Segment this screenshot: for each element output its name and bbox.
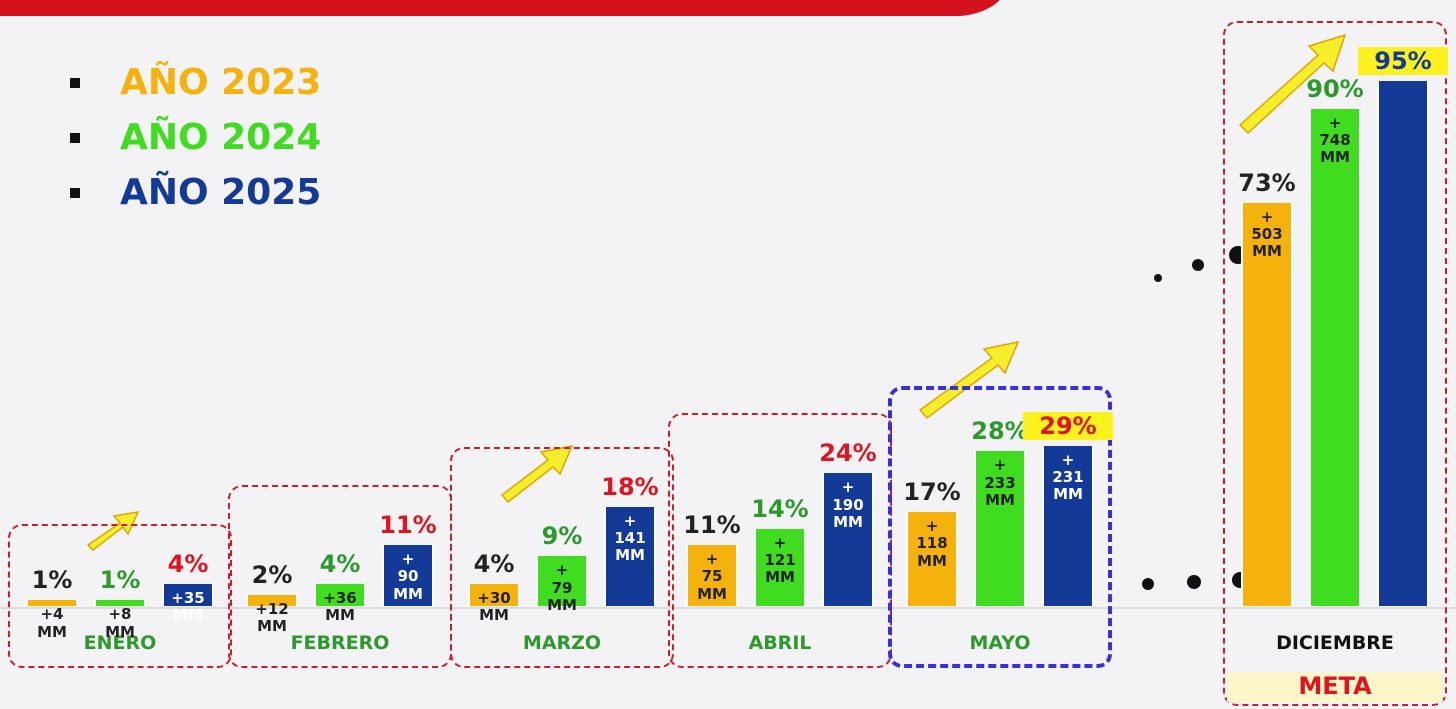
data-label: 4% (473, 549, 515, 578)
amount-label: +30 MM (477, 588, 511, 625)
data-label: 17% (903, 478, 961, 507)
amount-label: + 79 MM (547, 561, 577, 614)
amount-label: + 503 MM (1251, 207, 1283, 261)
data-label: 73% (1238, 168, 1296, 197)
amount-label: + 90 MM (393, 550, 423, 603)
data-label: 9% (541, 522, 583, 551)
bar (28, 600, 76, 606)
group-box (450, 446, 674, 668)
data-label: 4% (167, 549, 209, 578)
data-label: 28% (971, 417, 1029, 446)
amount-label: + 190 MM (832, 478, 864, 531)
bar (248, 594, 296, 606)
data-label: 2% (251, 560, 293, 589)
x-tick-label: ENERO (83, 632, 157, 654)
bar (538, 556, 586, 606)
bar (470, 583, 518, 606)
bar (824, 473, 872, 606)
bar (606, 506, 654, 606)
x-tick-label: MARZO (522, 632, 602, 654)
data-label: 1% (31, 566, 73, 595)
bar (908, 512, 956, 606)
amount-label: + 75 MM (697, 550, 727, 603)
amount-label: +8 MM (105, 605, 135, 641)
data-label: 4% (319, 549, 361, 578)
data-label: 11% (379, 511, 437, 540)
data-label: 11% (683, 511, 741, 540)
data-label: 24% (819, 439, 877, 468)
annotation: META (1227, 672, 1443, 702)
amount-label: + 118 MM (916, 517, 948, 570)
group-box (888, 385, 1112, 668)
legend-item: AÑO 2025 (70, 172, 321, 213)
amount-label: +35 MM (171, 588, 205, 625)
bar (316, 583, 364, 606)
legend-label: AÑO 2025 (120, 172, 322, 213)
legend-marker (70, 77, 80, 88)
amount-label: + 233 MM (984, 456, 1016, 509)
bar (1311, 108, 1359, 606)
data-label: 18% (601, 472, 659, 501)
bar (756, 528, 804, 606)
data-label: 95% (1358, 47, 1448, 75)
legend-marker (70, 187, 80, 198)
legend-label: AÑO 2023 (120, 62, 322, 103)
x-tick-label: MAYO (969, 632, 1031, 654)
group-box (1223, 21, 1447, 706)
data-label: 29% (1023, 411, 1113, 440)
bar (1044, 445, 1092, 606)
data-label: 14% (751, 494, 809, 523)
group-box (8, 523, 232, 668)
bar (164, 583, 212, 606)
bar (1379, 81, 1427, 606)
x-tick-label: DICIEMBRE (1276, 632, 1394, 654)
amount-label: + 231 MM (1052, 450, 1084, 504)
bar (1243, 202, 1291, 606)
legend-label: AÑO 2024 (120, 117, 322, 158)
bar (688, 545, 736, 606)
legend-marker (70, 132, 80, 143)
arrows (86, 33, 1347, 551)
bar (96, 600, 144, 606)
bar (976, 451, 1024, 606)
amount-label: +4 MM (37, 605, 67, 641)
amount-label: + 141 MM (614, 511, 646, 565)
amount-label: +12 MM (255, 599, 289, 636)
bar (384, 545, 432, 606)
amount-label: + 121 MM (764, 533, 796, 587)
header-band (0, 0, 1000, 16)
data-label: 1% (99, 566, 141, 595)
x-tick-label: ABRIL (748, 632, 812, 654)
x-tick-label: FEBRERO (290, 632, 390, 654)
data-label: 90% (1306, 74, 1364, 103)
amount-label: +36 MM (323, 588, 357, 625)
amount-label: + 748 MM (1319, 113, 1351, 167)
legend-item: AÑO 2023 (70, 62, 321, 103)
legend-item: AÑO 2024 (70, 117, 321, 158)
